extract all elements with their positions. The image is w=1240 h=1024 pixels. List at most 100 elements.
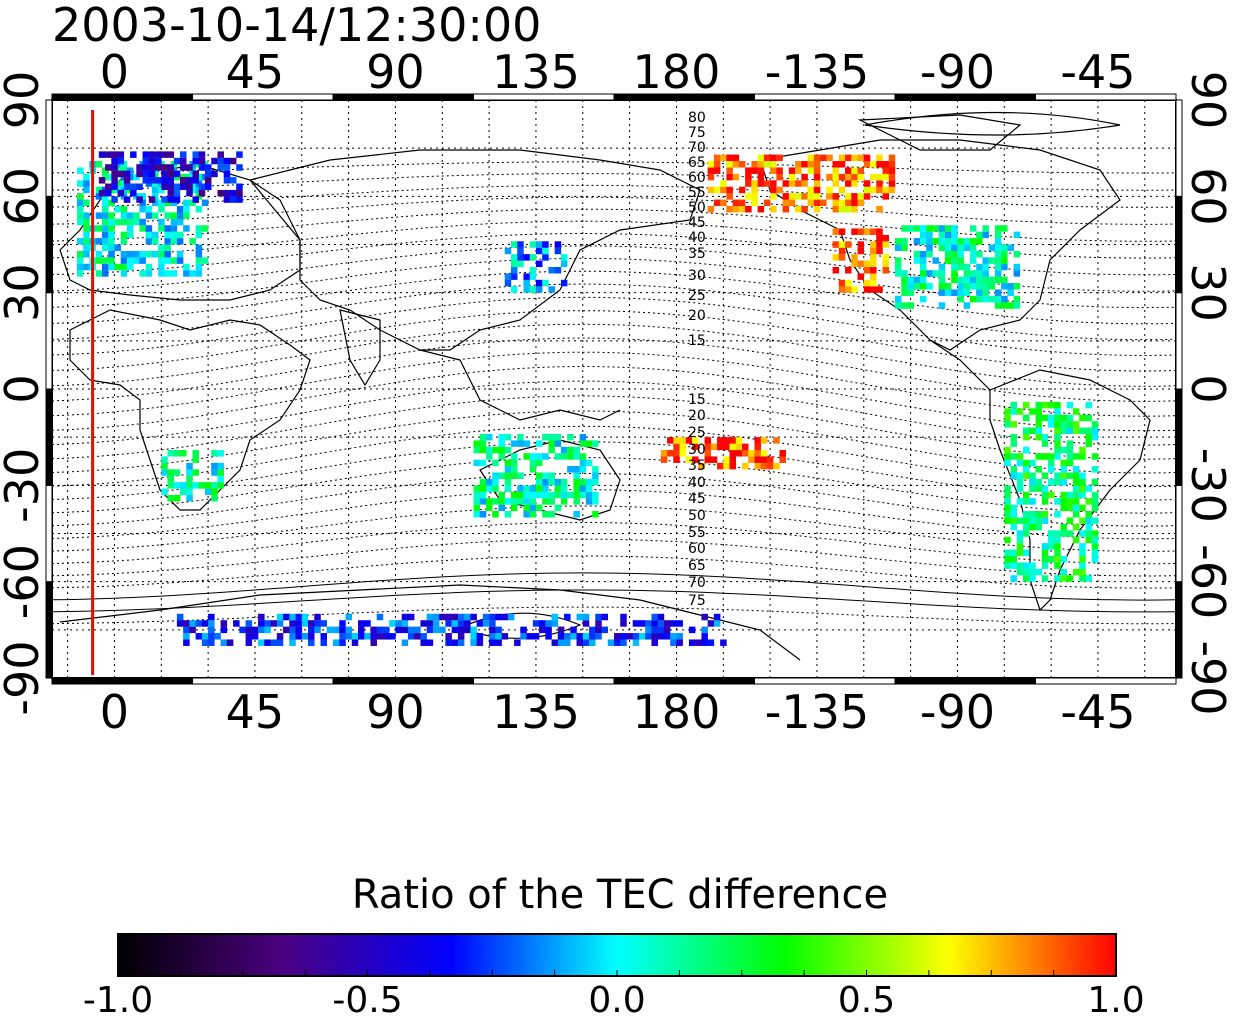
tec-pixel <box>573 491 580 499</box>
tec-pixel <box>813 167 821 174</box>
dip-contour <box>52 572 1176 601</box>
tec-pixel <box>1001 302 1008 309</box>
tec-pixel <box>573 498 580 505</box>
tec-pixel <box>473 498 480 505</box>
tec-pixel <box>407 633 415 640</box>
tec-pixel <box>114 205 121 213</box>
tec-pixel <box>807 193 815 200</box>
tec-pixel <box>1066 401 1074 409</box>
tec-pixel <box>1010 555 1018 563</box>
tec-pixel <box>170 231 178 239</box>
tec-pixel <box>957 263 964 271</box>
tec-pixel <box>357 633 365 640</box>
tec-pixel <box>295 620 303 627</box>
tec-pixel <box>717 462 724 470</box>
tec-pixel <box>760 456 768 463</box>
tec-pixel <box>795 180 802 187</box>
tec-pixel <box>164 212 171 219</box>
tec-pixel <box>1091 549 1099 557</box>
tec-pixel <box>542 247 549 255</box>
tec-pixel <box>245 626 253 634</box>
tec-pixel <box>564 639 571 646</box>
tec-pixel <box>876 247 883 255</box>
tec-pixel <box>1010 421 1018 428</box>
tec-pixel <box>838 286 846 293</box>
tec-pixel <box>745 193 752 200</box>
tec-pixel <box>545 633 552 640</box>
tec-pixel <box>1085 575 1092 582</box>
tec-pixel <box>907 283 914 290</box>
tec-pixel <box>126 212 134 219</box>
tec-pixel <box>988 295 996 303</box>
tec-pixel <box>901 276 908 284</box>
tec-pixel <box>223 196 231 203</box>
lat-tick-right: -30 <box>1181 448 1235 523</box>
lon-tick-bottom: -135 <box>765 685 869 739</box>
tec-pixel <box>1023 427 1030 435</box>
tec-pixel <box>735 443 743 451</box>
tec-pixel <box>217 482 224 489</box>
tec-pixel <box>479 459 487 467</box>
tec-pixel <box>482 620 490 627</box>
tec-pixel <box>126 263 134 271</box>
contour-label-south: 30 <box>688 442 706 458</box>
tec-pixel <box>314 620 321 627</box>
tec-pixel <box>529 254 537 261</box>
tec-pixel <box>1010 440 1018 447</box>
tec-pixel <box>982 295 989 303</box>
tec-pixel <box>76 205 84 213</box>
tec-pixel <box>542 511 549 518</box>
tec-pixel <box>529 241 537 248</box>
tec-pixel <box>982 263 989 271</box>
tec-pixel <box>214 633 221 640</box>
tec-pixel <box>919 225 927 232</box>
tec-pixel <box>1079 549 1086 557</box>
tec-pixel <box>161 196 168 203</box>
tec-pixel <box>229 189 237 197</box>
tec-pixel <box>142 157 150 165</box>
tec-pixel <box>170 218 178 226</box>
tec-pixel <box>673 450 680 457</box>
tec-pixel <box>1054 511 1061 518</box>
tec-pixel <box>1054 401 1061 409</box>
tec-pixel <box>148 170 156 178</box>
tec-pixel <box>276 620 284 627</box>
tec-pixel <box>726 161 733 168</box>
tec-pixel <box>895 257 902 264</box>
tec-pixel <box>479 440 487 447</box>
bottom-axis-bar <box>51 677 193 685</box>
tec-pixel <box>888 186 896 194</box>
tec-pixel <box>1066 459 1074 467</box>
tec-pixel <box>1013 283 1021 290</box>
tec-pixel <box>882 266 890 274</box>
tec-pixel <box>926 244 933 251</box>
dip-contour <box>52 410 1176 474</box>
tec-pixel <box>554 453 562 460</box>
tec-pixel <box>585 440 593 447</box>
tec-pixel <box>136 183 143 190</box>
tec-pixel <box>717 443 724 451</box>
tec-pixel <box>573 472 580 479</box>
contour-label-south: 60 <box>688 541 706 557</box>
tec-pixel <box>1085 485 1092 492</box>
tec-pixel <box>592 440 599 447</box>
tec-pixel <box>173 469 181 476</box>
tec-pixel <box>136 164 143 171</box>
tec-pixel <box>504 279 512 287</box>
tec-pixel <box>932 257 939 264</box>
tec-pixel <box>476 620 484 627</box>
tec-pixel <box>1072 453 1080 460</box>
tec-pixel <box>426 639 434 646</box>
tec-pixel <box>963 289 971 296</box>
tec-pixel <box>473 446 480 454</box>
tec-pixel <box>776 186 783 194</box>
tec-pixel <box>139 257 146 264</box>
tec-pixel <box>795 161 802 168</box>
tec-pixel <box>542 279 549 287</box>
tec-pixel <box>1004 421 1011 428</box>
tec-pixel <box>236 183 243 190</box>
tec-pixel <box>726 173 733 181</box>
tec-pixel <box>83 238 90 245</box>
tec-pixel <box>1054 421 1061 428</box>
tec-pixel <box>108 250 115 258</box>
